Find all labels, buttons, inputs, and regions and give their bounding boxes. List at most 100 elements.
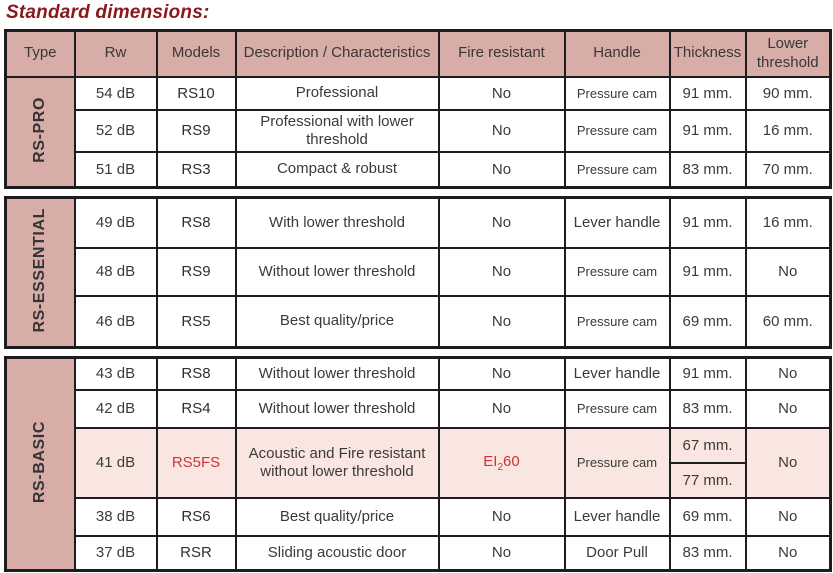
cell-rw: 42 dB xyxy=(73,388,158,429)
cell-description: Best quality/price xyxy=(234,294,440,349)
table-row: RS-PRO 54 dB RS10 Professional No Pressu… xyxy=(4,75,832,189)
cell-model: RS9 xyxy=(155,246,237,297)
cell-rw: 37 dB xyxy=(73,534,158,572)
cell-model: RS6 xyxy=(155,496,237,537)
cell-thickness: 83 mm. xyxy=(668,150,747,189)
cell-thickness: 83 mm. xyxy=(668,534,747,572)
cell-thickness-top: 67 mm. xyxy=(668,426,747,464)
cell-handle: Lever handle xyxy=(563,356,671,391)
col-header-thickness: Thickness xyxy=(668,29,747,78)
table-row: 51 dB RS3 Compact & robust No Pressure c… xyxy=(6,150,832,189)
cell-handle: Door Pull xyxy=(563,534,671,572)
cell-fire: No xyxy=(437,294,566,349)
cell-handle: Pressure cam xyxy=(563,150,671,189)
cell-model: RS9 xyxy=(155,108,237,153)
cell-model: RS10 xyxy=(155,75,237,111)
table-row: RS-BASIC 43 dB RS8 Without lower thresho… xyxy=(4,356,832,572)
cell-handle: Pressure cam xyxy=(563,426,671,499)
cell-model: RS8 xyxy=(155,356,237,391)
page-title: Standard dimensions: xyxy=(6,2,210,23)
cell-lower: No xyxy=(744,246,832,297)
cell-description: Professional with lower threshold xyxy=(234,108,440,153)
cell-fire: No xyxy=(437,534,566,572)
cell-fire: No xyxy=(437,75,566,111)
cell-description: Acoustic and Fire resistant without lowe… xyxy=(234,426,440,499)
cell-fire: EI260 xyxy=(437,426,566,499)
cell-fire: No xyxy=(437,150,566,189)
cell-description: With lower threshold xyxy=(234,196,440,249)
cell-description: Sliding acoustic door xyxy=(234,534,440,572)
table-row-highlighted: 41 dB RS5FS Acoustic and Fire resistant … xyxy=(6,426,832,499)
header-row: Type Rw Models Description / Characteris… xyxy=(4,29,832,78)
cell-thickness: 91 mm. xyxy=(668,75,747,111)
cell-rw: 46 dB xyxy=(73,294,158,349)
table-row: 42 dB RS4 Without lower threshold No Pre… xyxy=(6,388,832,429)
cell-rw: 43 dB xyxy=(73,356,158,391)
cell-lower: 70 mm. xyxy=(744,150,832,189)
table-rs-basic: RS-BASIC 43 dB RS8 Without lower thresho… xyxy=(4,356,832,572)
cell-handle: Pressure cam xyxy=(563,75,671,111)
section-label-rs-essential: RS-ESSENTIAL xyxy=(31,208,49,333)
cell-rw: 41 dB xyxy=(73,426,158,499)
col-header-description: Description / Characteristics xyxy=(234,29,440,78)
cell-thickness: 91 mm. xyxy=(668,356,747,391)
cell-fire: No xyxy=(437,108,566,153)
table-row: 46 dB RS5 Best quality/price No Pressure… xyxy=(6,294,832,349)
cell-lower: No xyxy=(744,426,832,499)
cell-lower: No xyxy=(744,356,832,391)
table-row: 48 dB RS9 Without lower threshold No Pre… xyxy=(6,246,832,297)
cell-rw: 54 dB xyxy=(73,75,158,111)
table-row: 38 dB RS6 Best quality/price No Lever ha… xyxy=(6,496,832,537)
cell-handle: Lever handle xyxy=(563,496,671,537)
cell-fire: No xyxy=(437,356,566,391)
col-header-rw: Rw xyxy=(73,29,158,78)
section-label-cell: RS-BASIC xyxy=(4,356,76,572)
cell-description: Without lower threshold xyxy=(234,356,440,391)
table-row: 52 dB RS9 Professional with lower thresh… xyxy=(6,108,832,153)
cell-lower: No xyxy=(744,496,832,537)
table-rs-essential: RS-ESSENTIAL 49 dB RS8 With lower thresh… xyxy=(4,196,832,349)
cell-handle: Pressure cam xyxy=(563,388,671,429)
cell-rw: 49 dB xyxy=(73,196,158,249)
cell-handle: Lever handle xyxy=(563,196,671,249)
cell-lower: 60 mm. xyxy=(744,294,832,349)
cell-description: Without lower threshold xyxy=(234,388,440,429)
cell-description: Compact & robust xyxy=(234,150,440,189)
cell-description: Professional xyxy=(234,75,440,111)
cell-handle: Pressure cam xyxy=(563,294,671,349)
cell-fire: No xyxy=(437,196,566,249)
cell-lower: No xyxy=(744,534,832,572)
cell-rw: 51 dB xyxy=(73,150,158,189)
cell-thickness: 91 mm. xyxy=(668,108,747,153)
table-row-highlighted: 77 mm. xyxy=(6,461,831,499)
col-header-lower: Lower threshold xyxy=(744,29,832,78)
cell-lower: 16 mm. xyxy=(744,196,832,249)
col-header-models: Models xyxy=(155,29,237,78)
cell-fire: No xyxy=(437,246,566,297)
cell-thickness: 91 mm. xyxy=(668,196,747,249)
cell-model: RS5 xyxy=(155,294,237,349)
cell-thickness: 91 mm. xyxy=(668,246,747,297)
section-label-cell: RS-PRO xyxy=(4,75,76,189)
cell-rw: 38 dB xyxy=(73,496,158,537)
cell-handle: Pressure cam xyxy=(563,246,671,297)
cell-thickness-bottom: 77 mm. xyxy=(668,461,747,499)
cell-lower: 16 mm. xyxy=(744,108,832,153)
cell-model: RS4 xyxy=(155,388,237,429)
section-label-cell: RS-ESSENTIAL xyxy=(4,196,76,349)
cell-lower: 90 mm. xyxy=(744,75,832,111)
cell-model: RS8 xyxy=(155,196,237,249)
section-label-rs-basic: RS-BASIC xyxy=(31,420,49,504)
cell-description: Without lower threshold xyxy=(234,246,440,297)
cell-fire: No xyxy=(437,388,566,429)
table-rs-pro: Type Rw Models Description / Characteris… xyxy=(4,29,832,189)
col-header-type: Type xyxy=(4,29,76,78)
cell-thickness: 69 mm. xyxy=(668,294,747,349)
cell-fire: No xyxy=(437,496,566,537)
col-header-handle: Handle xyxy=(563,29,671,78)
cell-model: RS3 xyxy=(155,150,237,189)
cell-thickness: 69 mm. xyxy=(668,496,747,537)
cell-rw: 52 dB xyxy=(73,108,158,153)
section-label-rs-pro: RS-PRO xyxy=(31,96,49,163)
